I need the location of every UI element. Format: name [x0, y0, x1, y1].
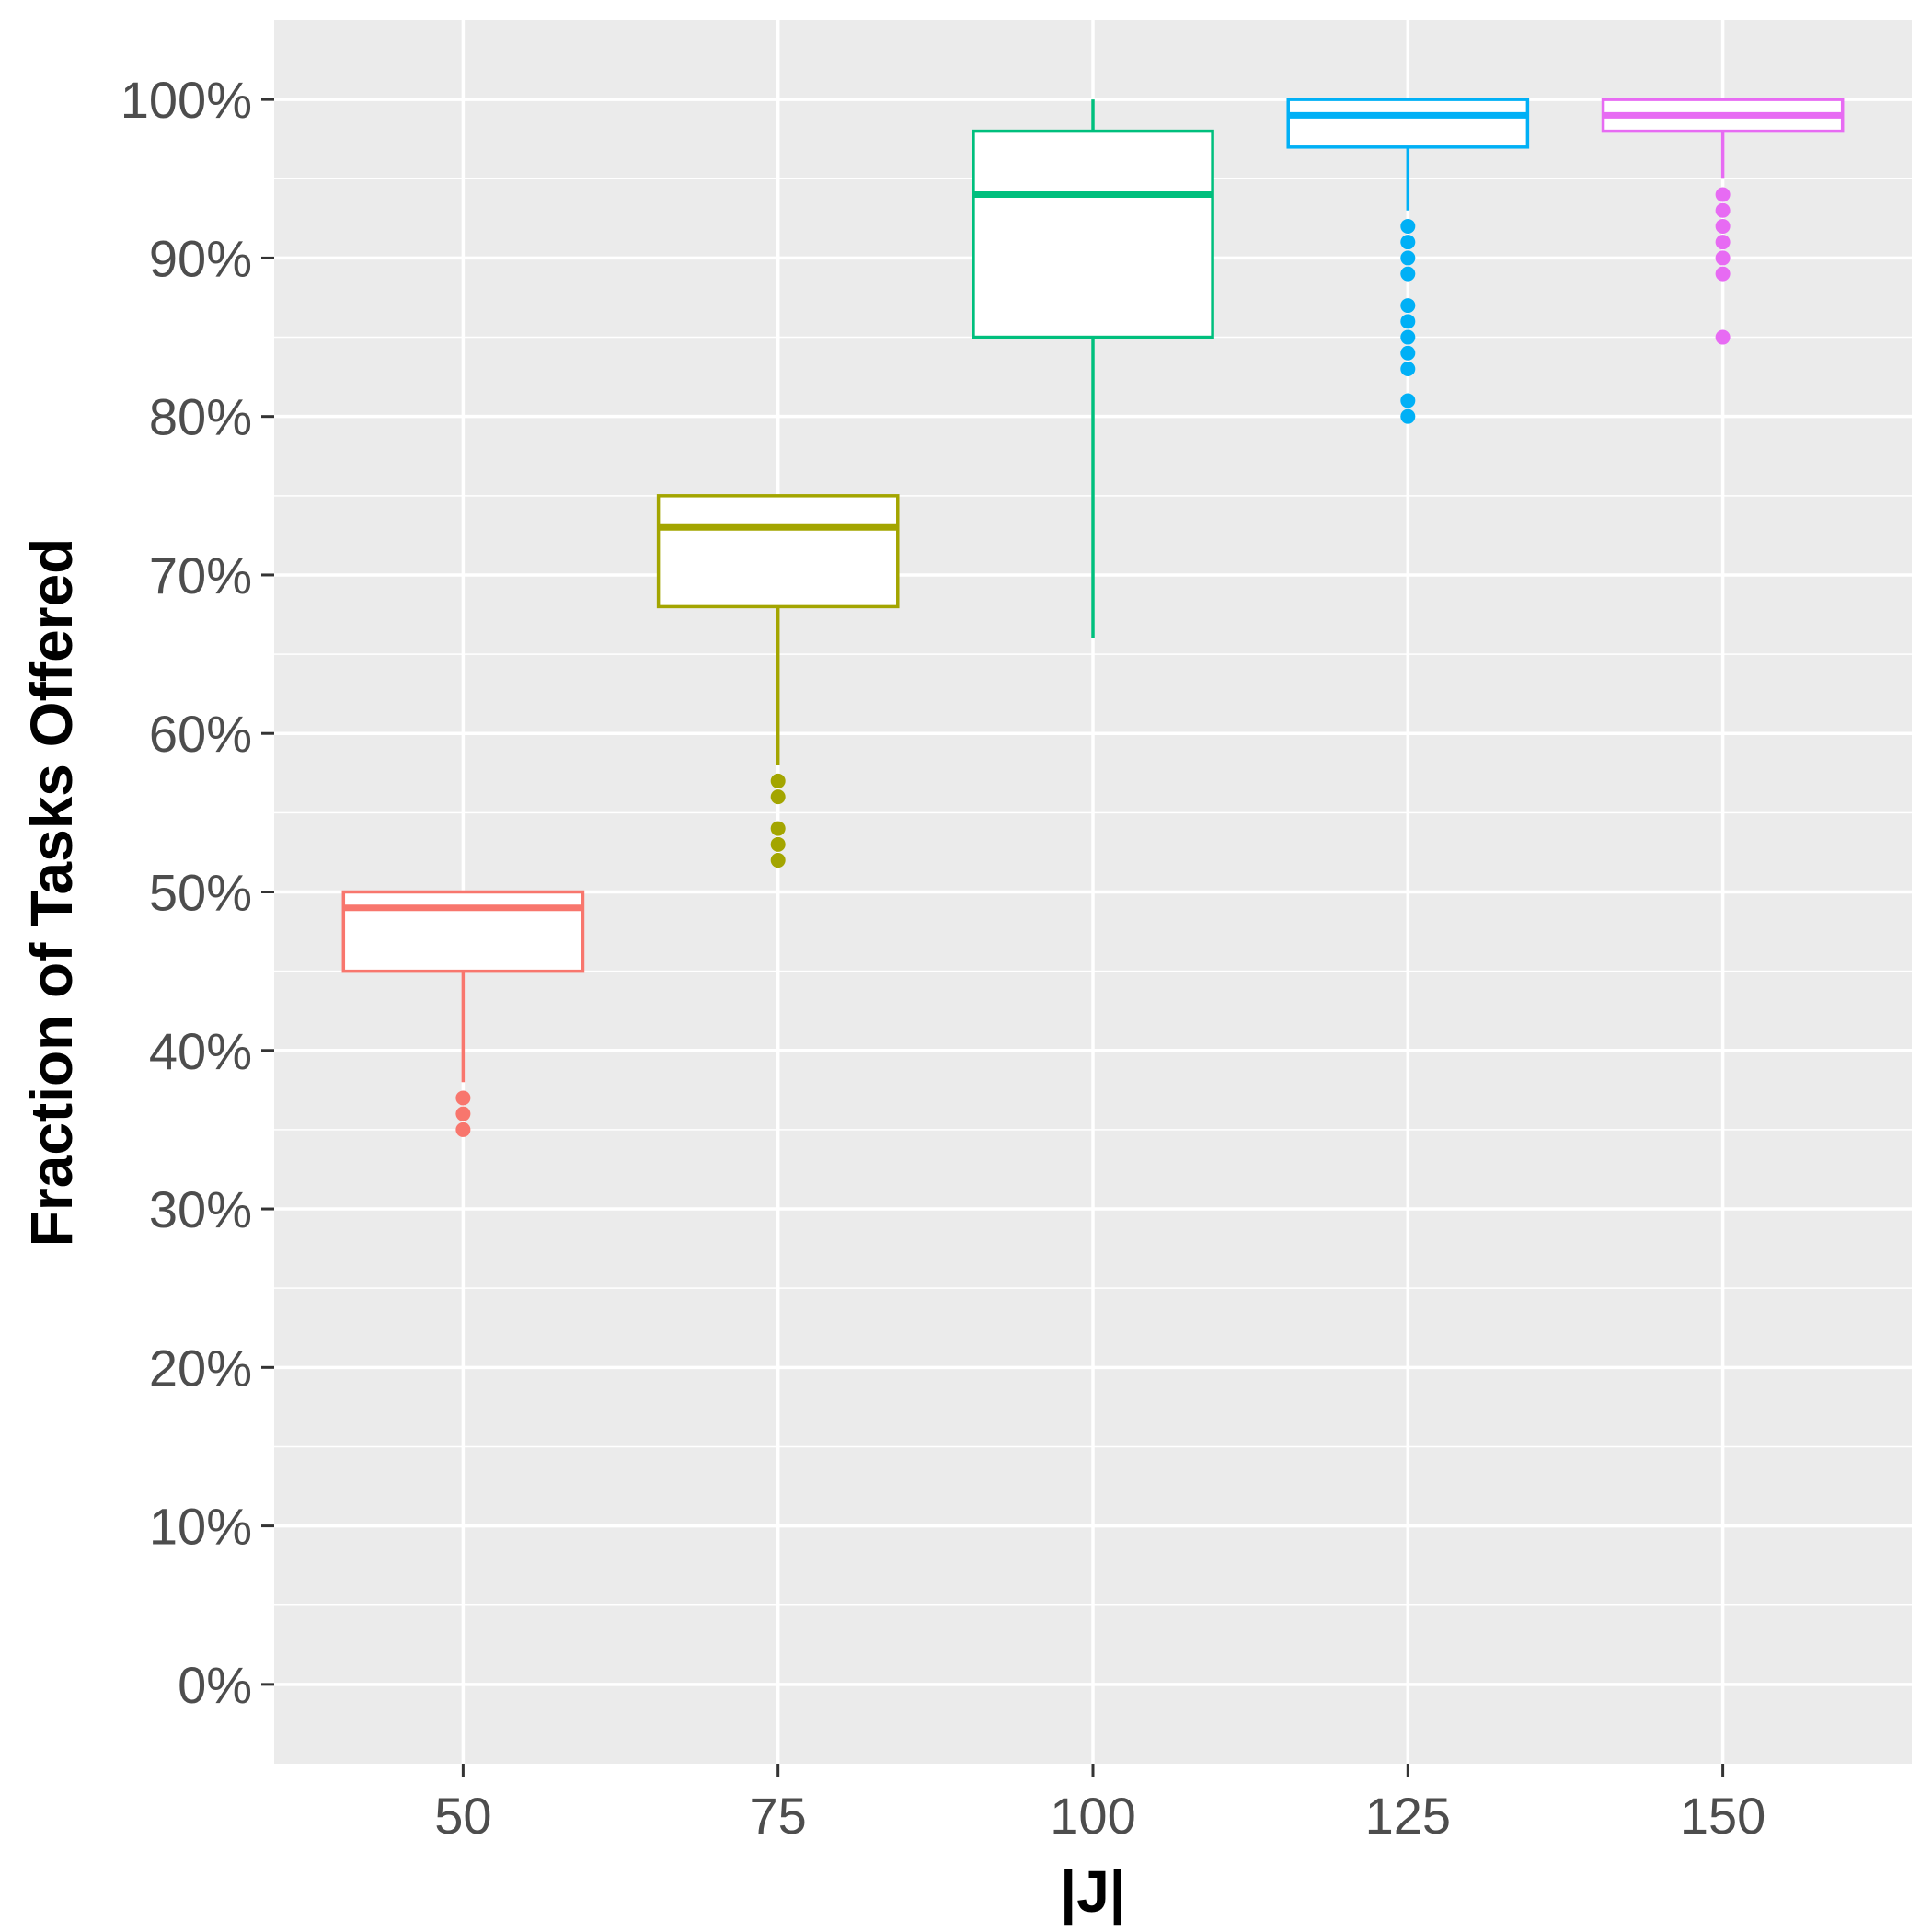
- y-tick-label: 50%: [149, 864, 252, 922]
- box-group-75: [656, 494, 900, 868]
- outlier-point: [1715, 218, 1731, 234]
- x-tick-label: 100: [1050, 1787, 1135, 1845]
- boxes: [341, 98, 1845, 1137]
- outlier-point: [1400, 250, 1416, 266]
- y-tick-label: 70%: [149, 546, 252, 604]
- y-tick-label: 20%: [149, 1339, 252, 1397]
- outlier-point: [770, 789, 786, 805]
- box-group-150: [1601, 98, 1845, 345]
- outlier-point: [770, 853, 786, 868]
- iqr-box: [972, 129, 1214, 339]
- y-tick-label: 40%: [149, 1022, 252, 1080]
- outlier-point: [1715, 266, 1731, 282]
- outlier-point: [1715, 329, 1731, 345]
- outlier-point: [1400, 408, 1416, 424]
- outlier-point: [770, 773, 786, 788]
- y-tick-label: 30%: [149, 1180, 252, 1238]
- y-axis-ticks: 0% 10% 20% 30% 40% 50% 60% 70% 80% 90% 100%: [121, 71, 274, 1714]
- iqr-box: [341, 890, 585, 973]
- box-group-100: [972, 99, 1214, 638]
- y-tick-label: 90%: [149, 229, 252, 287]
- outlier-point: [1400, 393, 1416, 408]
- outlier-point: [1400, 298, 1416, 314]
- x-axis-ticks: 50 75 100 125 150: [434, 1764, 1765, 1845]
- outlier-point: [1400, 218, 1416, 234]
- outlier-point: [1400, 345, 1416, 361]
- x-tick-label: 150: [1680, 1787, 1765, 1845]
- outlier-point: [1715, 187, 1731, 202]
- y-tick-label: 100%: [121, 71, 252, 129]
- outlier-point: [455, 1090, 471, 1106]
- outlier-point: [1400, 329, 1416, 345]
- outlier-point: [1715, 250, 1731, 266]
- x-axis-title: |J|: [1060, 1858, 1125, 1926]
- iqr-box: [656, 494, 900, 609]
- outlier-point: [455, 1121, 471, 1137]
- iqr-box: [1286, 98, 1530, 149]
- outlier-point: [1400, 235, 1416, 250]
- box-group-50: [341, 890, 585, 1137]
- box-group-125: [1286, 98, 1530, 424]
- x-tick-label: 75: [750, 1787, 807, 1845]
- y-axis-title: Fraction of Tasks Offered: [18, 538, 85, 1248]
- outlier-point: [1715, 202, 1731, 218]
- y-tick-label: 60%: [149, 705, 252, 763]
- outlier-point: [455, 1106, 471, 1121]
- y-tick-label: 0%: [178, 1656, 252, 1714]
- y-tick-label: 80%: [149, 388, 252, 446]
- outlier-point: [1400, 362, 1416, 376]
- outlier-point: [1400, 266, 1416, 282]
- outlier-point: [1400, 314, 1416, 329]
- outlier-point: [770, 836, 786, 852]
- x-tick-label: 50: [434, 1787, 491, 1845]
- y-tick-label: 10%: [149, 1498, 252, 1556]
- x-tick-label: 125: [1365, 1787, 1451, 1845]
- outlier-point: [1715, 235, 1731, 250]
- outlier-point: [770, 821, 786, 836]
